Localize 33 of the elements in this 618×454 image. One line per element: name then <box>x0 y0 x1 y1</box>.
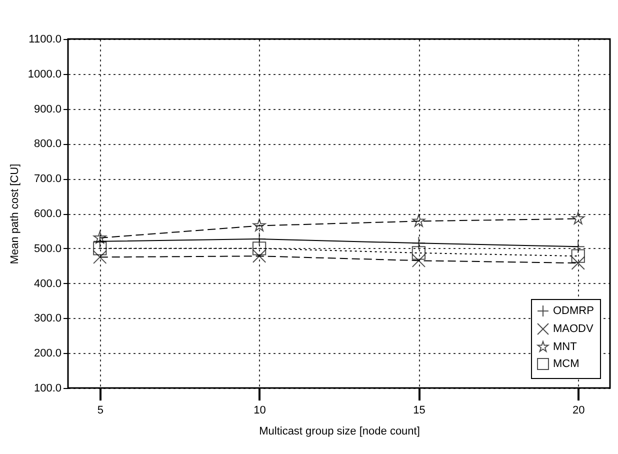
legend-label: MCM <box>553 358 580 370</box>
y-tick-label: 700.0 <box>34 173 62 186</box>
point <box>571 249 585 263</box>
legend-label: MNT <box>553 341 578 353</box>
y-tick-label: 1000.0 <box>28 68 62 80</box>
y-tick-label: 900.0 <box>34 103 62 116</box>
y-tick-label: 500.0 <box>34 242 62 255</box>
legend-label: MAODV <box>553 323 594 335</box>
x-tick-label: 15 <box>413 404 426 416</box>
legend-label: ODMRP <box>553 305 594 317</box>
y-tick-label: 600.0 <box>34 208 62 220</box>
x-tick-label: 5 <box>97 404 104 416</box>
point <box>93 242 107 256</box>
point <box>252 242 266 256</box>
y-axis-title: Mean path cost [CU] <box>8 164 21 264</box>
point <box>93 231 106 244</box>
point <box>252 249 266 263</box>
y-tick-label: 400.0 <box>34 278 62 290</box>
y-tick-label: 200.0 <box>34 348 62 360</box>
point <box>571 256 585 270</box>
point <box>93 250 107 264</box>
point <box>412 214 426 227</box>
point <box>252 218 266 232</box>
x-tick-label: 20 <box>572 404 585 416</box>
y-tick-label: 1100.0 <box>28 34 62 46</box>
point <box>412 254 426 268</box>
y-tick-label: 800.0 <box>34 138 62 150</box>
y-tick-label: 300.0 <box>34 312 62 325</box>
x-tick-label: 10 <box>254 404 266 416</box>
x-axis-title: Multicast group size [node count] <box>259 426 420 438</box>
y-tick-label: 100.0 <box>34 382 62 394</box>
point <box>572 212 585 224</box>
point <box>412 246 426 260</box>
